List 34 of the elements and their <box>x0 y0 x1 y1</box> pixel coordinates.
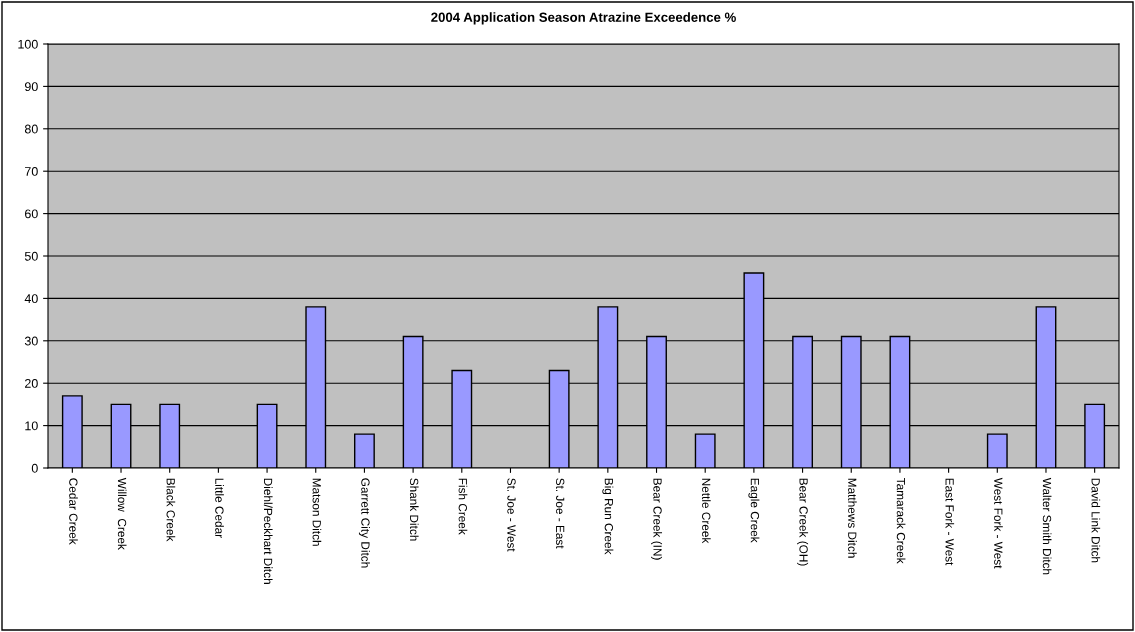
x-tick-label: Bear Creek (IN) <box>651 478 663 560</box>
x-tick-label: Matthews Ditch <box>848 478 857 558</box>
y-tick-label: 10 <box>25 421 38 431</box>
y-tick-label: 90 <box>24 82 38 92</box>
x-tick-label: Little Cedar <box>215 478 224 538</box>
y-tick-label: 40 <box>24 294 38 304</box>
x-tick-label: Cedar Creek <box>69 478 78 545</box>
y-tick-label: 60 <box>25 209 38 219</box>
x-tick-label: St. Joe - West <box>507 478 516 552</box>
chart-title: 2004 Application Season Atrazine Exceedence % <box>431 12 736 25</box>
x-tick-label: Bear Creek (OH) <box>797 478 809 566</box>
x-tick-label: Matson Ditch <box>312 478 322 546</box>
y-tick-label: 100 <box>18 39 38 49</box>
x-tick-label: Tamarack Creek <box>896 477 906 564</box>
y-tick-label: 20 <box>25 379 38 388</box>
x-tick-label: Shank Ditch <box>409 478 419 541</box>
x-tick-label: Big Run Creek <box>602 478 614 555</box>
x-tick-label: Diehl/Peckhart Ditch <box>263 478 273 584</box>
x-tick-label: Eagle Creek <box>748 478 760 543</box>
x-tick-label: Walter Smith Ditch <box>1042 477 1052 575</box>
x-tick-label: David Link Ditch <box>1091 478 1101 563</box>
x-tick-label: St. Joe - East <box>555 478 565 549</box>
x-tick-label: Black Creek <box>166 478 176 542</box>
x-tick-label: Garrett City Ditch <box>358 478 370 568</box>
y-tick-label: 50 <box>24 251 38 261</box>
x-tick-label: West Fork - West <box>994 477 1003 569</box>
y-tick-label: 30 <box>24 336 38 346</box>
y-tick-label: 80 <box>24 124 38 134</box>
x-tick-label: East Fork - West <box>945 478 955 566</box>
x-tick-label: Nettle Creek <box>702 478 711 544</box>
y-tick-label: 0 <box>31 463 38 473</box>
y-tick-label: 70 <box>25 167 38 176</box>
x-tick-label: Willow Creek <box>117 477 127 550</box>
x-tick-label: Fish Creek <box>458 478 468 535</box>
